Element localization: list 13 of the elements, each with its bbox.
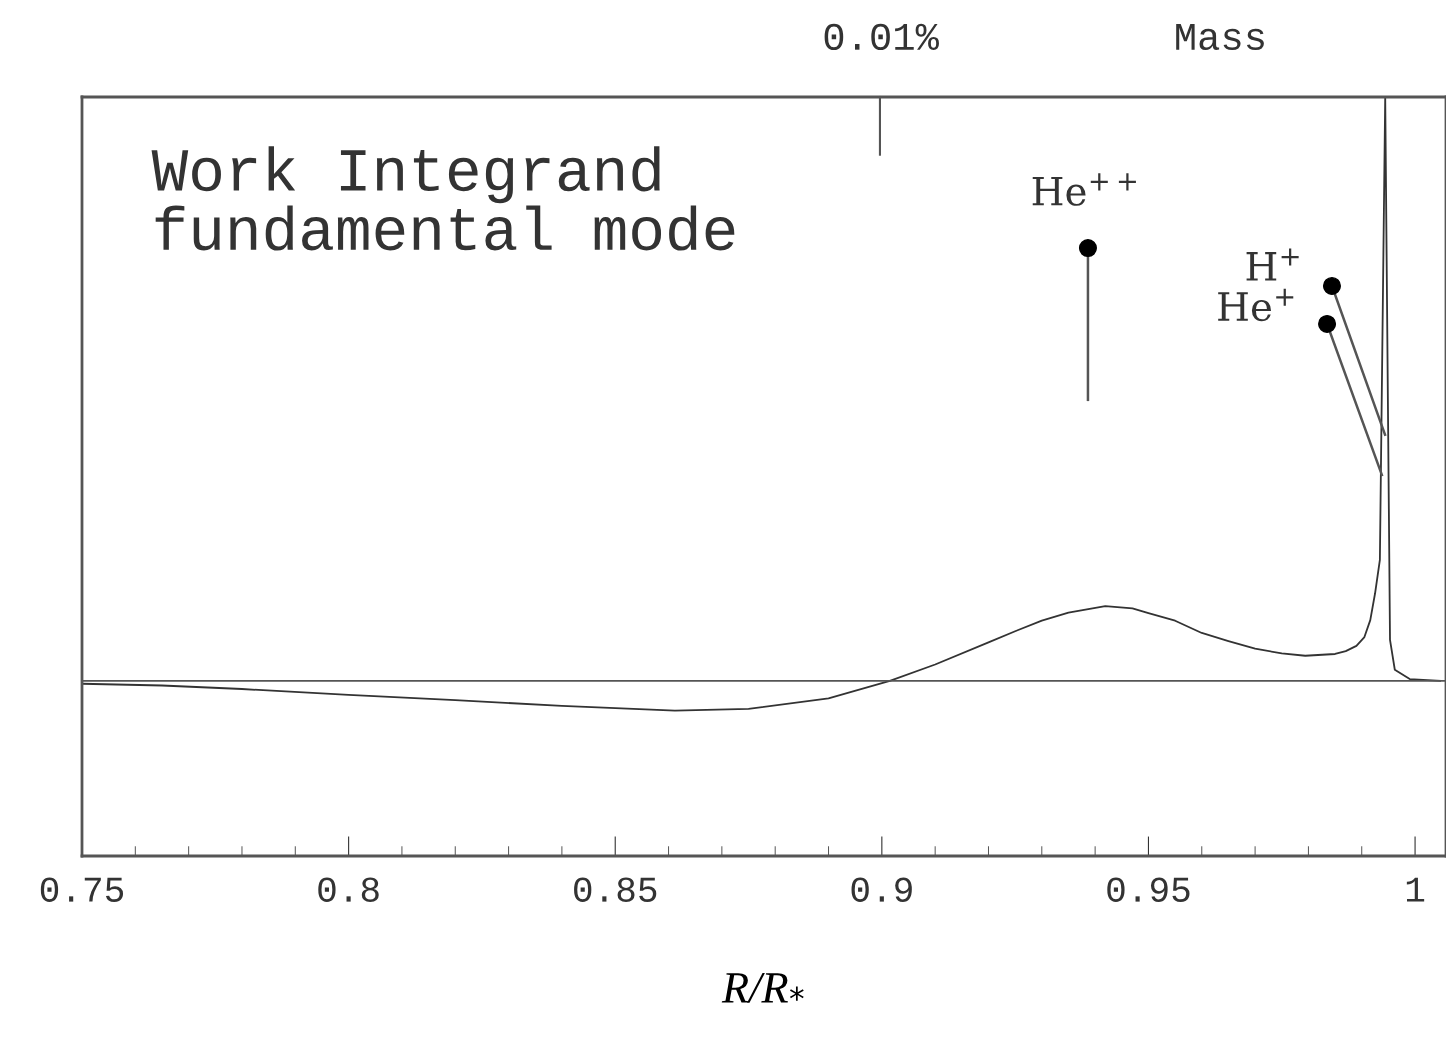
x-tick-label: 0.85 xyxy=(574,877,657,902)
x-tick-label: 0.95 xyxy=(1107,877,1190,902)
annotation: He$^{+}$ xyxy=(1218,288,1294,322)
annotation: He$^{++}$ xyxy=(1032,173,1136,206)
x-tick-label: 0.9 xyxy=(851,877,912,902)
text: 0.01% xyxy=(824,23,939,51)
text: Mass xyxy=(1176,24,1264,51)
annotation: H$^{+}$ xyxy=(1246,248,1299,281)
x-tick-label: 1 xyxy=(1406,877,1425,902)
x-tick-label: 0.8 xyxy=(318,877,379,902)
annotation: Work Integrand fundamental mode xyxy=(151,146,735,251)
x-tick-label: 0.75 xyxy=(40,877,124,902)
x-axis-title: R/R$_{*}$ xyxy=(721,973,804,1003)
